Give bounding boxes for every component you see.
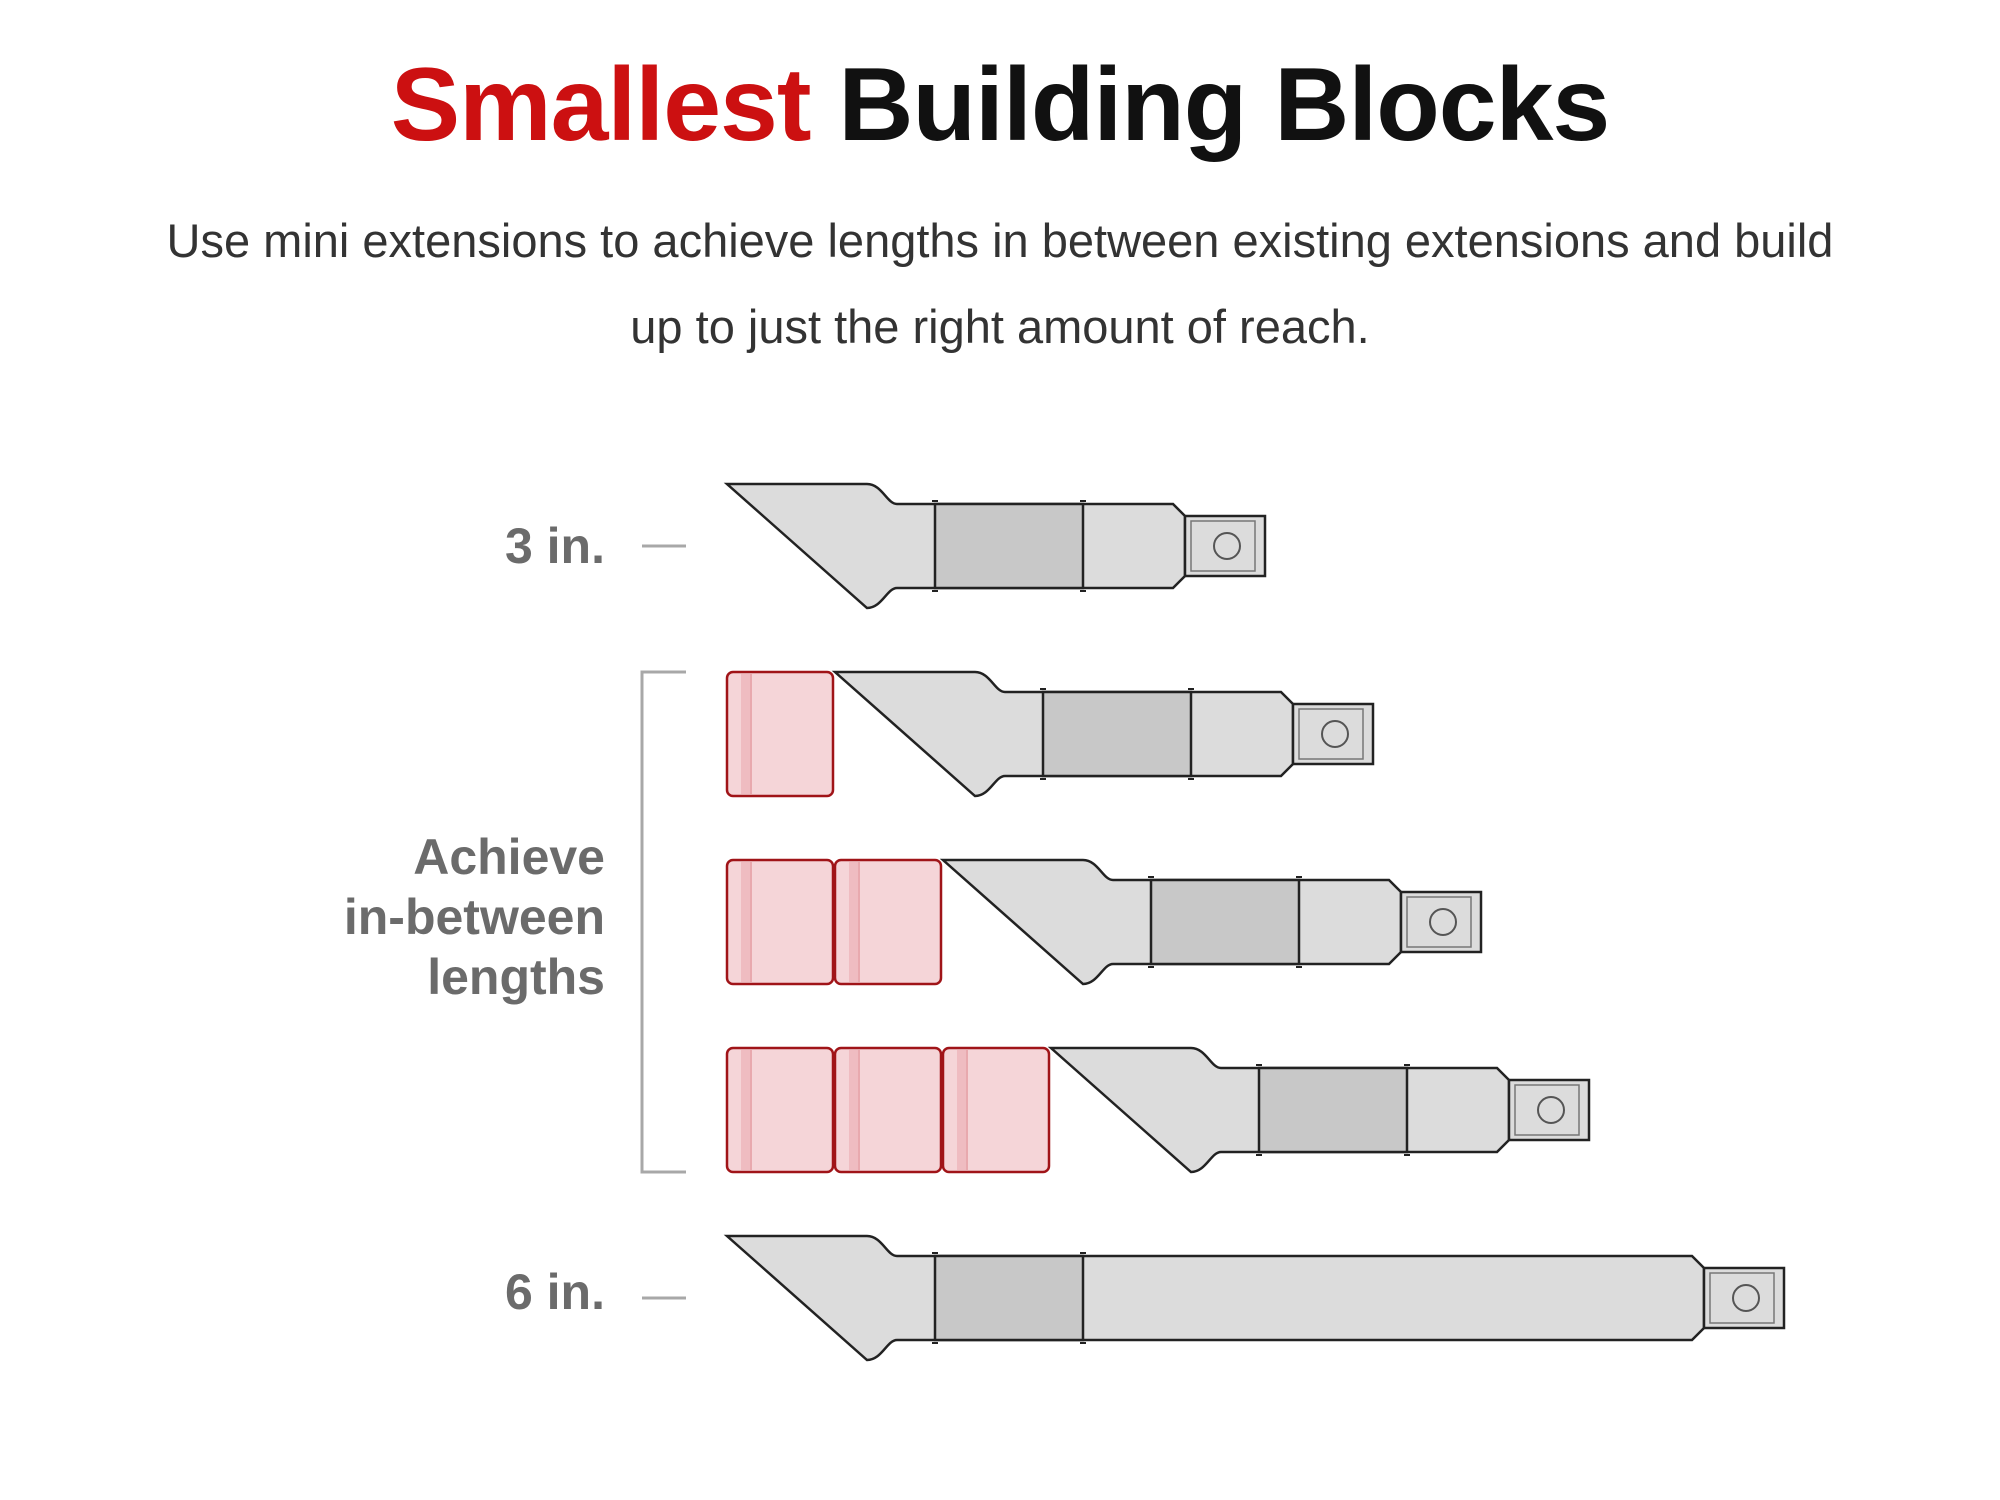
detent-ball: [1321, 720, 1349, 748]
mini-extension-2: [833, 858, 943, 986]
label-in-between-line-1: Achieve: [413, 829, 605, 885]
detent-ball: [1213, 532, 1241, 560]
subtitle-line-1: Use mini extensions to achieve lengths i…: [166, 214, 1834, 267]
label-in-between: Achieve in-between lengths: [205, 827, 605, 1007]
square-drive: [1291, 702, 1375, 766]
mini-extension-1: [725, 1046, 835, 1174]
extension-3in-plus-1-mini: [725, 670, 1375, 798]
mini-extension-2: [833, 1046, 943, 1174]
label-6-in: 6 in.: [504, 1264, 605, 1320]
label-in-between-line-2: in-between: [343, 889, 605, 945]
title-accent: Smallest: [390, 47, 812, 163]
extension-body: [831, 670, 1375, 798]
grip-band: [1257, 1066, 1409, 1154]
mini-extension-1: [725, 670, 835, 798]
grip-band: [933, 1254, 1085, 1342]
mini-extension-3: [941, 1046, 1051, 1174]
extension-3in: [723, 482, 1267, 610]
extension-3in-plus-3-mini: [725, 1046, 1591, 1174]
extension-body: [723, 1234, 1786, 1362]
subtitle: Use mini extensions to achieve lengths i…: [100, 198, 1900, 370]
grip-band: [933, 502, 1085, 590]
page-title: Smallest Building Blocks: [0, 48, 2000, 162]
square-drive: [1702, 1266, 1786, 1330]
grip-band: [1041, 690, 1193, 778]
label-in-between-line-3: lengths: [427, 949, 605, 1005]
extension-body: [1047, 1046, 1591, 1174]
title-rest: Building Blocks: [838, 47, 1610, 163]
detent-ball: [1732, 1284, 1760, 1312]
square-drive: [1399, 890, 1483, 954]
in-between-bracket: [640, 670, 686, 1174]
detent-ball: [1429, 908, 1457, 936]
square-drive: [1183, 514, 1267, 578]
extension-body: [939, 858, 1483, 986]
detent-ball: [1537, 1096, 1565, 1124]
mini-extension-1: [725, 858, 835, 986]
extension-3in-plus-2-mini: [725, 858, 1483, 986]
subtitle-line-2: up to just the right amount of reach.: [630, 300, 1370, 353]
shaft: [723, 1234, 1706, 1362]
grip-band: [1149, 878, 1301, 966]
extension-6in: [723, 1234, 1786, 1362]
square-drive: [1507, 1078, 1591, 1142]
label-3-in: 3 in.: [504, 518, 605, 574]
extension-body: [723, 482, 1267, 610]
